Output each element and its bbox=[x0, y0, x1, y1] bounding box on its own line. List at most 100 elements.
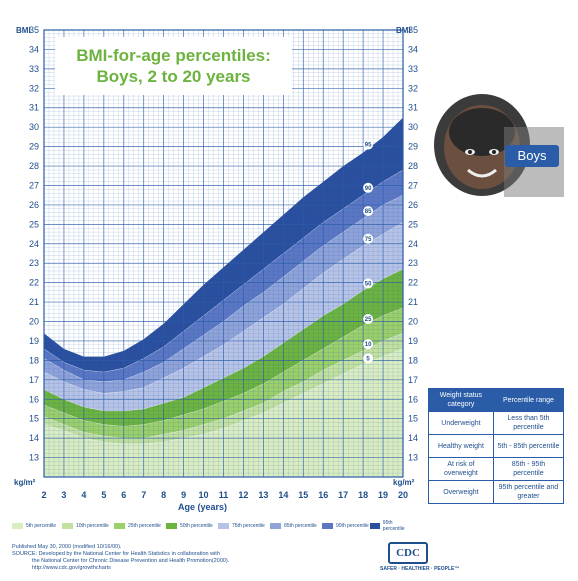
chart-title-line1: BMI-for-age percentiles: bbox=[76, 46, 271, 65]
percentile-marker bbox=[363, 233, 374, 244]
y-tick-label-left: 30 bbox=[29, 122, 39, 132]
percentile-marker bbox=[363, 353, 374, 364]
plot-border bbox=[43, 29, 404, 478]
legend-item: 25th percentile bbox=[114, 521, 161, 531]
x-tick-label: 7 bbox=[141, 490, 146, 500]
y-tick-label-right: 26 bbox=[408, 200, 418, 210]
table-header-row: Weight status category Percentile range bbox=[428, 388, 565, 412]
footer-source: Published May 30, 2000 (modified 10/16/0… bbox=[12, 544, 292, 572]
table-header: Percentile range bbox=[492, 388, 565, 412]
legend-swatch bbox=[370, 523, 380, 529]
percentile-label: 90 bbox=[365, 186, 372, 192]
y-tick-label-left: 19 bbox=[29, 336, 39, 346]
bmi-label-left: BMI bbox=[16, 26, 31, 35]
x-tick-labels: 2 3 4 5 6 7 8 9 10 11 12 13 14 15 16 17 18 19 20 bbox=[41, 490, 408, 500]
percentile-marker bbox=[363, 278, 374, 289]
cdc-logo: CDC bbox=[388, 542, 428, 564]
y-tick-label-right: 14 bbox=[408, 433, 418, 443]
x-tick-label: 10 bbox=[199, 490, 209, 500]
y-tick-label-right: 15 bbox=[408, 414, 418, 424]
table-row: Healthy weight 5th - 85th percentile bbox=[428, 434, 565, 458]
percentile-marker bbox=[363, 339, 374, 350]
percentile-label: 75 bbox=[365, 237, 372, 243]
x-tick-label: 20 bbox=[398, 490, 408, 500]
y-tick-label-left: 20 bbox=[29, 317, 39, 327]
legend-label: 10th percentile bbox=[76, 523, 109, 529]
y-tick-label-right: 16 bbox=[408, 394, 418, 404]
percentile-label: 25 bbox=[365, 317, 372, 323]
chart-title-line2: Boys, 2 to 20 years bbox=[96, 67, 251, 86]
y-tick-label-left: 17 bbox=[29, 375, 39, 385]
x-tick-label: 2 bbox=[41, 490, 46, 500]
percentile-label: 50 bbox=[365, 282, 372, 288]
legend-label: 50th percentile bbox=[180, 523, 213, 529]
y-tick-label-right: 32 bbox=[408, 83, 418, 93]
y-tick-label-left: 15 bbox=[29, 414, 39, 424]
y-tick-label-right: 27 bbox=[408, 180, 418, 190]
x-tick-label: 8 bbox=[161, 490, 166, 500]
percentile-marker bbox=[363, 206, 374, 217]
boys-label: Boys bbox=[505, 145, 559, 167]
x-tick-label: 6 bbox=[121, 490, 126, 500]
legend-item: 10th percentile bbox=[62, 521, 109, 531]
y-tick-label-left: 26 bbox=[29, 200, 39, 210]
x-tick-label: 3 bbox=[61, 490, 66, 500]
y-tick-label-left: 34 bbox=[29, 44, 39, 54]
y-tick-label-right: 13 bbox=[408, 453, 418, 463]
boy-photo bbox=[432, 92, 572, 198]
table-cell: Underweight bbox=[428, 411, 494, 435]
x-tick-label: 4 bbox=[81, 490, 86, 500]
x-tick-label: 14 bbox=[278, 490, 288, 500]
legend-label: 25th percentile bbox=[128, 523, 161, 529]
y-tick-label-left: 25 bbox=[29, 219, 39, 229]
y-tick-labels: 13 13 14 14 15 15 16 16 17 17 18 18 19 19 20 20 21 21 22 22… bbox=[29, 25, 418, 463]
table-cell: 95th percentile and greater bbox=[492, 480, 565, 504]
y-tick-label-left: 14 bbox=[29, 433, 39, 443]
percentile-marker bbox=[363, 313, 374, 324]
table-cell: Healthy weight bbox=[428, 434, 494, 458]
y-tick-label-right: 33 bbox=[408, 64, 418, 74]
legend-item: 5th percentile bbox=[12, 521, 56, 531]
y-tick-label-right: 22 bbox=[408, 278, 418, 288]
x-tick-label: 17 bbox=[338, 490, 348, 500]
weight-status-table: Weight status category Percentile range … bbox=[428, 388, 565, 504]
x-axis-label: Age (years) bbox=[178, 502, 228, 512]
y-tick-label-right: 19 bbox=[408, 336, 418, 346]
y-tick-label-right: 29 bbox=[408, 142, 418, 152]
table-row: At risk of overweight 85th - 95th percen… bbox=[428, 457, 565, 481]
legend-label: 5th percentile bbox=[26, 523, 57, 529]
unit-label-right: kg/m² bbox=[393, 478, 415, 487]
y-tick-label-right: 31 bbox=[408, 103, 418, 113]
table-cell: Less than 5th percentile bbox=[492, 411, 565, 435]
y-tick-label-left: 22 bbox=[29, 278, 39, 288]
unit-label-left: kg/m² bbox=[14, 478, 36, 487]
y-tick-label-left: 13 bbox=[29, 453, 39, 463]
table-header: Weight status category bbox=[428, 388, 494, 412]
y-tick-label-right: 21 bbox=[408, 297, 418, 307]
legend-swatch bbox=[218, 523, 229, 529]
x-tick-label: 5 bbox=[101, 490, 106, 500]
footer-line: SOURCE: Developed by the National Center… bbox=[12, 551, 220, 557]
percentile-label: 10 bbox=[365, 342, 372, 348]
y-tick-label-right: 35 bbox=[408, 25, 418, 35]
y-tick-label-right: 34 bbox=[408, 44, 418, 54]
y-tick-label-right: 30 bbox=[408, 122, 418, 132]
percentile-labels: 5 10 25 50 75 85 90 95 bbox=[363, 139, 374, 364]
y-tick-label-left: 16 bbox=[29, 394, 39, 404]
x-tick-label: 12 bbox=[238, 490, 248, 500]
y-tick-label-left: 32 bbox=[29, 83, 39, 93]
chart-title: BMI-for-age percentiles: Boys, 2 to 20 y… bbox=[55, 37, 292, 95]
x-tick-label: 18 bbox=[358, 490, 368, 500]
y-tick-label-right: 28 bbox=[408, 161, 418, 171]
legend-swatch bbox=[12, 523, 23, 529]
y-tick-label-left: 18 bbox=[29, 355, 39, 365]
percentile-label: 85 bbox=[365, 209, 372, 215]
boy-photo-icon bbox=[434, 94, 564, 197]
y-tick-label-left: 21 bbox=[29, 297, 39, 307]
table-cell: Overweight bbox=[428, 480, 494, 504]
percentile-marker bbox=[363, 182, 374, 193]
percentile-label: 95 bbox=[365, 143, 372, 149]
x-tick-label: 19 bbox=[378, 490, 388, 500]
y-tick-label-left: 28 bbox=[29, 161, 39, 171]
y-tick-label-left: 29 bbox=[29, 142, 39, 152]
